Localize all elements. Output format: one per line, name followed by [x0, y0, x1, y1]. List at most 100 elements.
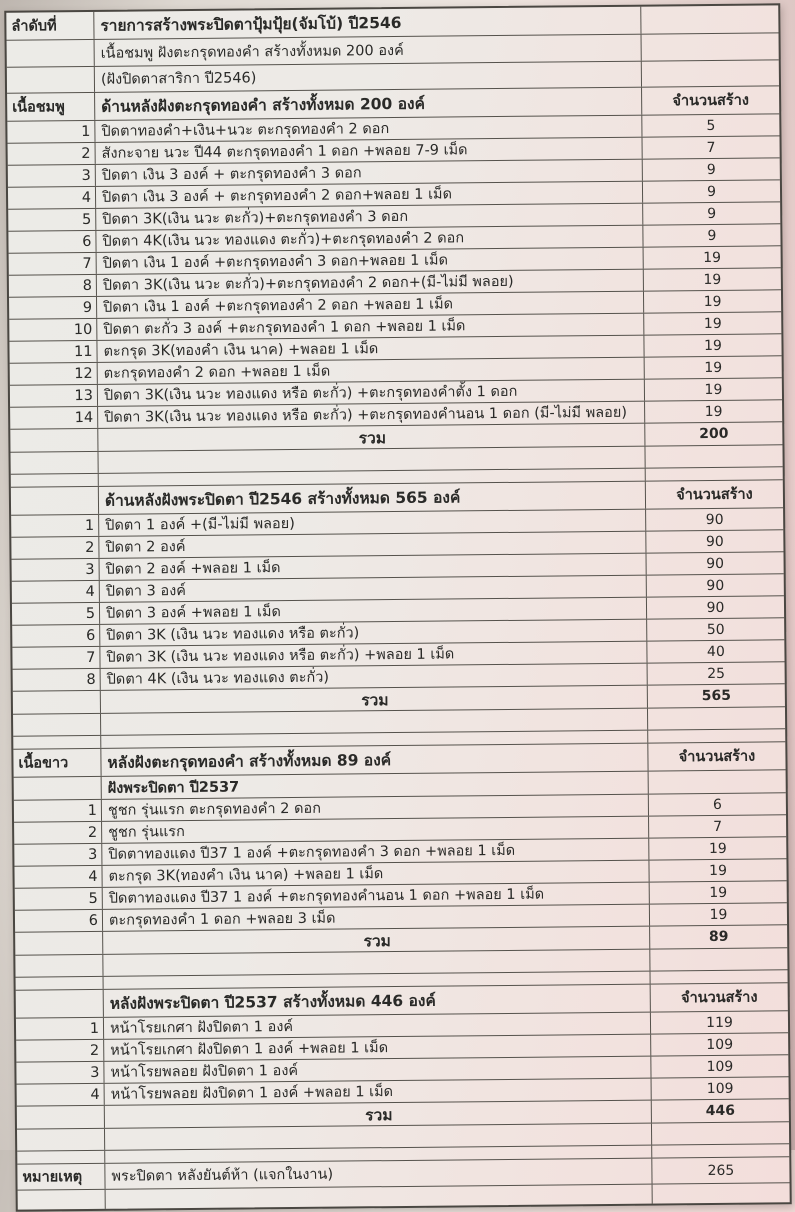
index-cell-empty: [6, 66, 96, 93]
row-qty: 5: [641, 114, 780, 137]
row-index: 3: [14, 843, 103, 866]
row-qty: 19: [644, 400, 783, 423]
row-index: 8: [8, 274, 97, 297]
row-qty: 119: [649, 1011, 789, 1034]
row-index: 7: [8, 252, 97, 275]
row-index: 12: [9, 362, 98, 385]
row-qty: 7: [641, 136, 780, 159]
row-qty: 19: [642, 290, 782, 313]
row-index: 8: [12, 668, 101, 691]
row-qty: 19: [648, 881, 787, 904]
row-index: 4: [16, 1083, 105, 1106]
row-qty: 7: [648, 815, 787, 838]
count-header: จำนวนสร้าง: [649, 983, 788, 1012]
production-table: ลำดับที่ รายการสร้างพระปิดตาปุ้มปุ้ย(จัมโ…: [4, 3, 792, 1212]
qty-cell-empty: [649, 948, 788, 971]
row-qty: 19: [642, 246, 781, 269]
index-cell-empty: [10, 451, 99, 474]
row-index: 6: [12, 624, 101, 647]
row-index: 5: [14, 887, 103, 910]
subtitle-line-2: (ฝังปิดตาสาริกา ปี2546): [100, 70, 257, 88]
index-cell-empty: [13, 776, 102, 800]
section-title: ด้านหลังฝังตะกรุดทองคำ สร้างทั้งหมด 200 …: [101, 94, 426, 116]
row-index: 6: [8, 230, 97, 253]
index-cell-empty: [17, 1150, 106, 1164]
row-index: 1: [7, 120, 96, 143]
index-cell-empty: [15, 976, 104, 990]
qty-cell-empty: [651, 1183, 790, 1204]
row-qty: 6: [647, 793, 787, 816]
row-index: 1: [11, 514, 100, 537]
material-cell: [10, 486, 100, 515]
row-index: 10: [9, 318, 98, 341]
row-qty: 19: [643, 356, 782, 379]
row-index: 4: [11, 580, 100, 603]
row-qty: 19: [643, 378, 783, 401]
row-qty: 19: [643, 312, 782, 335]
row-qty: 19: [648, 903, 788, 926]
note-desc: พระปิดตา หลังยันต์ห้า (แจกในงาน): [111, 1166, 334, 1185]
qty-cell-empty: [640, 33, 779, 61]
total-qty: 446: [650, 1099, 789, 1123]
note-label: หมายเหตุ: [17, 1163, 106, 1190]
index-cell-empty: [10, 473, 99, 487]
count-header: จำนวนสร้าง: [644, 480, 784, 509]
row-qty: 90: [645, 552, 784, 575]
row-index: 4: [7, 186, 97, 209]
total-qty: 565: [646, 684, 785, 708]
row-qty: 25: [646, 662, 785, 685]
qty-cell-empty: [644, 467, 783, 481]
material-cell: เนื้อขาว: [13, 748, 102, 777]
row-index: 4: [14, 865, 103, 888]
row-qty: 9: [642, 224, 781, 247]
index-cell-empty: [16, 1128, 106, 1151]
row-qty: 9: [641, 180, 781, 203]
index-cell-empty: [6, 39, 95, 67]
qty-cell-empty: [647, 729, 786, 743]
row-index: 1: [15, 1017, 105, 1040]
row-qty: 19: [642, 268, 781, 291]
index-cell-empty: [15, 954, 104, 977]
row-qty: 9: [642, 202, 781, 225]
row-index: 1: [13, 799, 103, 822]
row-index: 6: [14, 909, 104, 932]
count-header: จำนวนสร้าง: [647, 742, 786, 771]
index-cell-empty: [12, 690, 101, 714]
index-cell-empty: [13, 713, 102, 736]
index-cell-empty: [13, 735, 102, 749]
qty-cell-empty: [646, 707, 786, 730]
material-cell: [15, 989, 104, 1018]
row-index: 7: [12, 646, 101, 669]
qty-cell-empty: [649, 970, 788, 984]
col-index-header: ลำดับที่: [6, 11, 95, 40]
qty-cell-empty: [650, 1122, 790, 1145]
qty-cell-empty: [640, 60, 780, 87]
note-qty: 265: [651, 1157, 790, 1184]
row-index: 2: [11, 536, 100, 559]
row-index: 9: [9, 296, 98, 319]
row-qty: 109: [650, 1077, 789, 1100]
qty-cell-empty: [647, 770, 786, 794]
row-index: 2: [14, 821, 103, 844]
material-cell: เนื้อชมพู: [7, 92, 96, 121]
row-qty: 109: [650, 1055, 789, 1078]
row-qty: 19: [643, 334, 782, 357]
qty-cell-empty: [644, 445, 783, 468]
row-qty: 90: [645, 508, 784, 531]
row-qty: 19: [648, 859, 787, 882]
row-qty: 50: [646, 618, 785, 641]
index-cell-empty: [16, 1105, 105, 1129]
desc-cell-empty: [106, 1185, 652, 1209]
row-qty: 90: [645, 574, 784, 597]
section-title: หลังฝังตะกรุดทองคำ สร้างทั้งหมด 89 องค์: [107, 751, 392, 772]
qty-cell-empty: [651, 1144, 790, 1158]
subtitle-line-1: เนื้อชมพู ฝังตะกรุดทองคำ สร้างทั้งหมด 20…: [100, 42, 404, 62]
row-index: 13: [9, 384, 99, 407]
row-index: 3: [7, 164, 96, 187]
section-title: หลังฝังพระปิดตา ปี2537 สร้างทั้งหมด 446 …: [109, 991, 436, 1013]
count-header: จำนวนสร้าง: [641, 86, 780, 115]
row-qty: 109: [650, 1033, 789, 1056]
total-qty: 89: [649, 925, 788, 949]
row-index: 2: [16, 1039, 105, 1062]
row-qty: 90: [645, 596, 785, 619]
